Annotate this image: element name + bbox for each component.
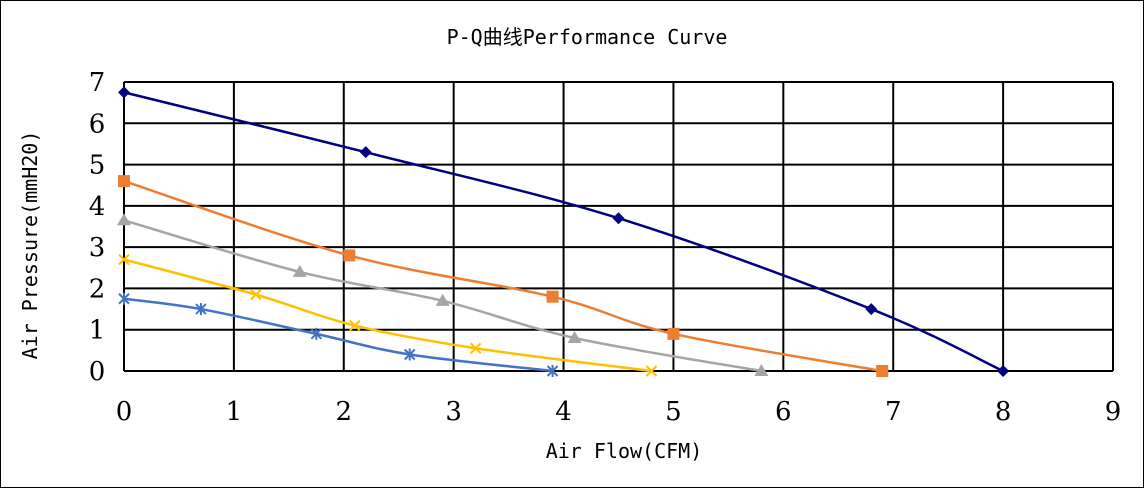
x-tick-labels: 0 1 2 3 4 5 6 7 8 9 — [116, 397, 1122, 427]
data-series — [117, 86, 1010, 377]
x-marker — [118, 253, 130, 266]
triangle-marker — [292, 264, 307, 277]
diamond-marker — [359, 146, 372, 159]
triangle-marker — [567, 330, 582, 343]
y-tick-label: 6 — [89, 109, 106, 139]
triangle-marker — [117, 213, 131, 226]
x-tick-label: 6 — [775, 397, 792, 427]
y-tick-label: 1 — [89, 316, 106, 346]
series-4 — [118, 253, 658, 377]
square-marker — [343, 249, 356, 262]
y-tick-label: 2 — [89, 274, 106, 304]
y-tick-label: 0 — [89, 357, 106, 387]
y-tick-label: 5 — [89, 151, 106, 181]
square-marker — [118, 175, 130, 188]
diamond-marker — [865, 303, 878, 316]
x-tick-label: 4 — [555, 397, 572, 427]
x-marker — [469, 342, 482, 354]
x-tick-label: 8 — [995, 397, 1012, 427]
x-axis-label: Air Flow(CFM) — [546, 439, 703, 463]
asterisk-marker — [546, 365, 559, 377]
diamond-marker — [612, 212, 625, 225]
asterisk-marker — [310, 327, 323, 340]
diamond-marker — [997, 365, 1010, 377]
y-tick-label: 3 — [89, 233, 106, 263]
y-tick-label: 4 — [89, 192, 106, 222]
series-2 — [118, 175, 889, 377]
diamond-marker — [118, 86, 130, 99]
asterisk-marker — [404, 348, 416, 361]
y-axis-label: Air Pressure(mmH20) — [18, 131, 42, 360]
x-tick-label: 2 — [336, 397, 353, 427]
asterisk-marker — [195, 303, 207, 316]
triangle-marker — [435, 293, 450, 306]
series-line — [123, 179, 883, 373]
x-tick-label: 7 — [885, 397, 902, 427]
x-tick-label: 0 — [116, 397, 133, 427]
plot-grid — [123, 81, 1114, 372]
x-marker — [250, 288, 262, 301]
x-marker — [349, 319, 361, 332]
x-tick-label: 5 — [665, 397, 682, 427]
y-tick-label: 7 — [89, 68, 106, 98]
square-marker — [876, 365, 889, 377]
series-line — [123, 91, 1004, 373]
x-tick-label: 9 — [1105, 397, 1122, 427]
square-marker — [546, 290, 559, 303]
y-tick-labels: 0 1 2 3 4 5 6 7 — [89, 68, 106, 387]
series-1 — [118, 86, 1010, 377]
x-tick-label: 1 — [226, 397, 243, 427]
series-line — [123, 297, 553, 373]
chart-title: P-Q曲线Performance Curve — [447, 25, 728, 49]
series-line — [123, 258, 652, 373]
x-tick-label: 3 — [445, 397, 462, 427]
asterisk-marker — [118, 292, 130, 305]
x-marker — [645, 365, 658, 377]
triangle-marker — [754, 364, 769, 376]
series-3 — [117, 213, 769, 376]
square-marker — [667, 327, 680, 340]
series-5 — [118, 292, 559, 377]
